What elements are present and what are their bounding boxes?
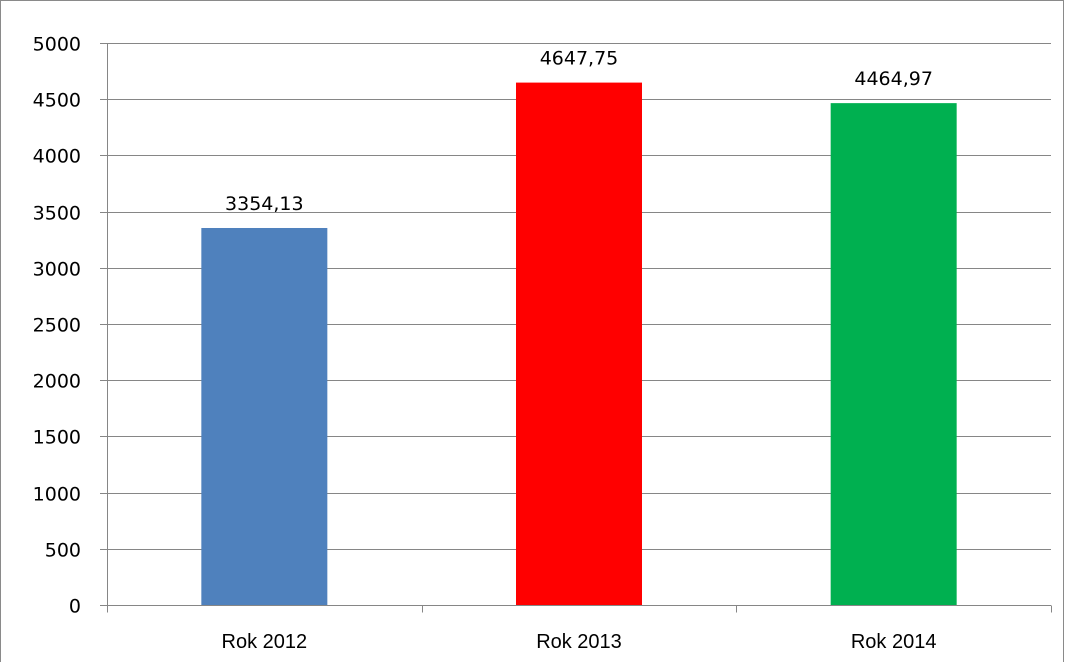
y-axis-ticks: 0 500 1000 1500 2000 2500 3000 3500 4000 4500 5000 [33, 34, 107, 618]
data-labels: 3354,13 4647,75 4464,97 [225, 48, 933, 215]
bars [201, 82, 957, 606]
y-tick-label: 3500 [33, 203, 81, 225]
x-axis [107, 43, 1052, 613]
y-tick-label: 4500 [33, 90, 81, 112]
x-tick-label: Rok 2014 [851, 631, 937, 653]
y-tick-label: 2000 [33, 371, 81, 393]
bar-rok-2012 [201, 227, 328, 605]
y-tick-label: 1000 [33, 484, 81, 506]
y-tick-label: 500 [45, 540, 81, 562]
bar-rok-2013 [516, 82, 642, 606]
bar-rok-2014 [830, 103, 957, 605]
y-tick-label: 3000 [33, 259, 81, 281]
x-tick-label: Rok 2012 [222, 631, 308, 653]
y-tick-label: 5000 [33, 34, 81, 56]
y-tick-label: 1500 [33, 427, 81, 449]
data-label: 4464,97 [854, 68, 933, 90]
y-tick-label: 4000 [33, 146, 81, 168]
y-tick-label: 0 [69, 596, 81, 618]
x-axis-labels: Rok 2012 Rok 2013 Rok 2014 [222, 631, 937, 653]
y-tick-label: 2500 [33, 315, 81, 337]
x-tick-label: Rok 2013 [536, 631, 622, 653]
data-label: 3354,13 [225, 193, 304, 215]
data-label: 4647,75 [540, 48, 619, 70]
